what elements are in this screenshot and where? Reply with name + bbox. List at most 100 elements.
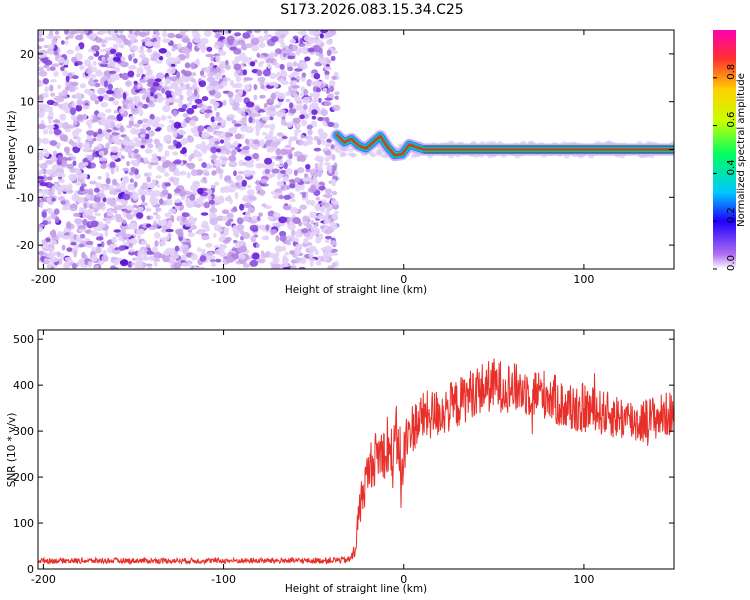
noise-speckle — [122, 219, 127, 225]
noise-speckle — [161, 162, 169, 168]
noise-speckle — [140, 144, 145, 149]
noise-speckle — [155, 175, 162, 179]
noise-speckle — [119, 259, 129, 267]
noise-speckle — [166, 115, 173, 120]
snr-panel: -200 -100 0 100 0 100 200 300 400 500 Height of … — [6, 329, 675, 595]
noise-speckle — [126, 161, 130, 167]
noise-speckle — [153, 212, 159, 216]
noise-speckle — [76, 234, 80, 241]
noise-speckle — [214, 181, 220, 186]
noise-speckle — [269, 123, 276, 131]
noise-speckle — [218, 227, 223, 234]
noise-speckle — [75, 169, 82, 174]
noise-speckle — [275, 148, 281, 156]
noise-speckle — [292, 44, 297, 52]
noise-speckle — [293, 117, 301, 124]
noise-speckle — [42, 174, 48, 182]
noise-speckle — [267, 216, 275, 221]
noise-speckle — [141, 190, 148, 197]
noise-speckle — [39, 162, 48, 170]
noise-speckle — [168, 165, 176, 172]
noise-speckle — [79, 185, 85, 192]
noise-speckle — [101, 160, 107, 165]
noise-speckle — [52, 150, 58, 156]
noise-speckle — [318, 185, 326, 191]
noise-speckle — [294, 68, 303, 72]
noise-speckle — [233, 239, 238, 244]
noise-speckle — [188, 98, 193, 106]
noise-speckle — [278, 216, 287, 224]
noise-speckle — [46, 99, 55, 105]
noise-speckle — [199, 70, 205, 76]
noise-speckle — [90, 220, 99, 228]
noise-speckle — [156, 184, 161, 188]
noise-speckle — [326, 164, 333, 170]
noise-speckle — [150, 56, 158, 62]
noise-speckle — [63, 64, 69, 68]
noise-speckle — [253, 113, 262, 117]
noise-speckle — [249, 224, 259, 232]
noise-speckle — [43, 252, 48, 256]
noise-speckle — [215, 258, 222, 263]
noise-speckle — [248, 116, 253, 124]
noise-speckle — [85, 215, 93, 219]
noise-speckle — [180, 69, 187, 75]
noise-speckle — [97, 112, 106, 119]
noise-speckle — [140, 30, 145, 33]
noise-speckle — [70, 114, 77, 121]
noise-speckle — [255, 124, 262, 131]
noise-speckle — [218, 50, 227, 56]
noise-speckle — [103, 121, 112, 128]
noise-speckle — [141, 123, 149, 129]
spectrogram-x-axis: -200 -100 0 100 — [31, 30, 594, 286]
noise-speckle — [74, 30, 82, 34]
noise-speckle — [252, 152, 259, 160]
noise-speckle — [272, 136, 278, 142]
noise-speckle — [286, 121, 293, 128]
noise-speckle — [52, 124, 59, 131]
y-tick-label: 20 — [20, 48, 34, 61]
noise-speckle — [225, 221, 232, 227]
noise-speckle — [50, 155, 56, 162]
noise-speckle — [322, 254, 329, 262]
noise-speckle — [186, 171, 191, 179]
noise-speckle — [245, 211, 251, 217]
noise-speckle — [57, 231, 64, 239]
noise-speckle — [216, 148, 222, 153]
noise-speckle — [149, 197, 155, 204]
noise-speckle — [269, 51, 275, 59]
noise-speckle — [269, 252, 276, 259]
noise-speckle — [144, 41, 154, 47]
noise-speckle — [324, 97, 333, 101]
noise-speckle — [191, 169, 198, 177]
noise-speckle — [112, 44, 119, 48]
noise-speckle — [330, 55, 336, 62]
noise-speckle — [150, 156, 159, 164]
noise-speckle — [38, 250, 45, 256]
noise-speckle — [58, 178, 65, 184]
x-tick-label: -200 — [31, 573, 56, 586]
noise-speckle — [311, 99, 318, 103]
colorbar-tick-label: 0.8 — [726, 64, 737, 80]
noise-speckle — [122, 104, 128, 109]
noise-speckle — [124, 209, 132, 214]
y-tick-label: 100 — [13, 517, 34, 530]
noise-speckle — [165, 90, 172, 96]
noise-speckle — [283, 205, 292, 211]
noise-speckle — [119, 125, 125, 133]
noise-speckle — [120, 155, 125, 160]
noise-speckle — [258, 212, 263, 217]
x-tick-label: -100 — [211, 273, 236, 286]
noise-speckle — [134, 263, 141, 269]
noise-speckle — [137, 250, 142, 259]
noise-speckle — [213, 116, 223, 122]
noise-speckle — [196, 247, 202, 252]
noise-speckle — [122, 139, 129, 146]
noise-speckle — [211, 203, 216, 211]
noise-speckle — [242, 146, 250, 151]
noise-speckle — [122, 92, 127, 100]
noise-speckle — [306, 79, 313, 87]
noise-speckle — [239, 245, 247, 253]
noise-speckle — [138, 49, 145, 54]
noise-speckle — [144, 172, 149, 177]
